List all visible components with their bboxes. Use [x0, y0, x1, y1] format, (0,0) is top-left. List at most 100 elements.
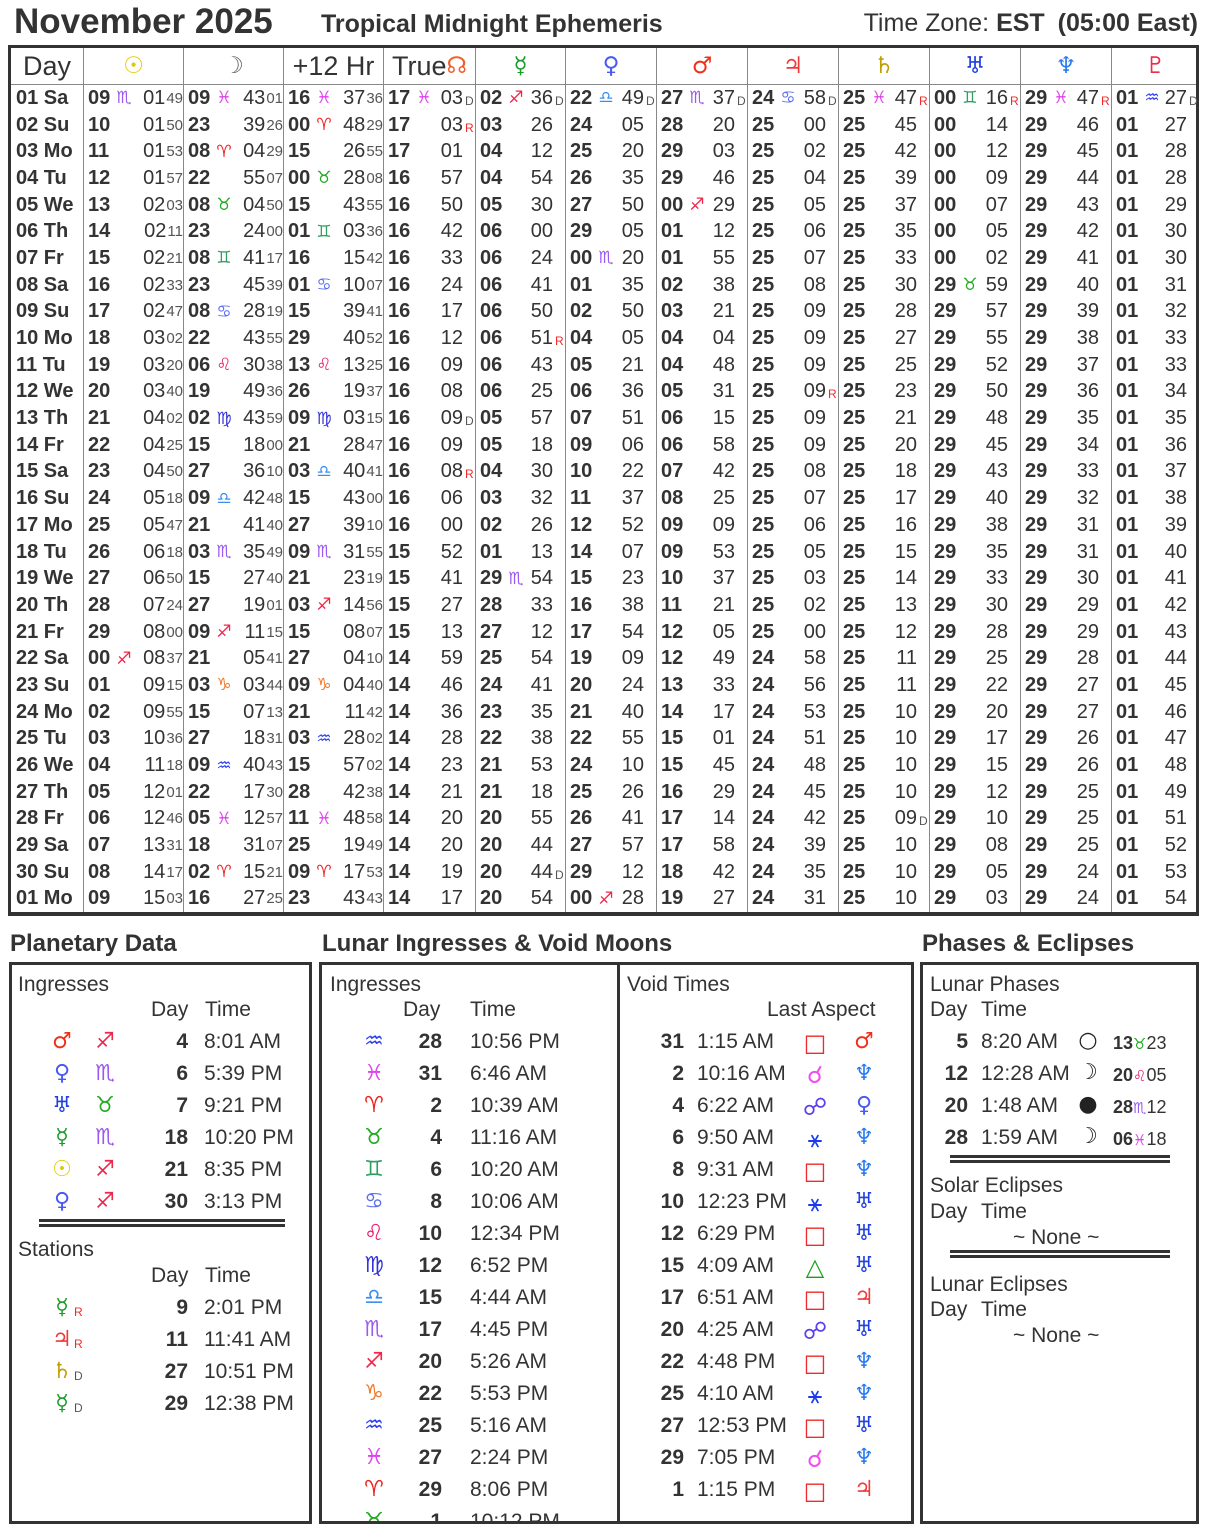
minutes: 18: [530, 780, 553, 803]
seconds: 29: [266, 143, 283, 161]
sign-icon: ♋︎: [316, 275, 332, 296]
minutes: 03: [985, 887, 1008, 910]
position-cell: 15 57 02: [283, 752, 383, 779]
minutes: 44: [1164, 647, 1187, 670]
degrees: 27: [570, 834, 593, 857]
position-cell: 29 12: [929, 778, 1020, 806]
lunar-eclipses-none: ~ None ~: [1013, 1324, 1100, 1347]
degrees: 29: [480, 567, 503, 590]
lunar-ingress-time: 5:16 AM: [470, 1414, 548, 1437]
seconds: 37: [366, 383, 383, 401]
degrees: 21: [88, 407, 111, 430]
position-cell: 25 09: [747, 325, 838, 352]
conjunction-icon: ☌︎: [806, 1445, 824, 1473]
position-cell: 29 25: [1020, 805, 1111, 833]
minutes: 24: [1076, 887, 1099, 910]
phase-day: 20: [944, 1094, 968, 1117]
minutes: 45: [803, 780, 826, 803]
minutes: 22: [985, 673, 1008, 696]
flag: [644, 229, 656, 234]
minutes: 57: [530, 407, 553, 430]
flag: [463, 870, 475, 875]
position-cell: 23 24 00: [183, 218, 283, 246]
direct-flag: D: [74, 1369, 83, 1383]
flag: [1008, 683, 1020, 688]
degrees: 07: [661, 460, 684, 483]
column-header: ♆︎: [1020, 48, 1111, 84]
minutes: 11: [244, 620, 266, 643]
minutes: 10: [143, 727, 166, 750]
void-row: 25 4:10 AM ⚹︎ ♆︎: [620, 1381, 910, 1414]
seconds: 21: [166, 249, 183, 267]
minutes: 12: [143, 807, 166, 830]
lunar-ingress-time: 2:24 PM: [470, 1446, 549, 1469]
phases-panel: Lunar Phases Day Time Solar Eclipses Day…: [920, 962, 1199, 1524]
column-header: ♂︎: [656, 48, 747, 84]
degrees: 29: [1025, 700, 1048, 723]
void-row: 15 4:09 AM △︎ ♅︎: [620, 1253, 910, 1286]
position-cell: 24 42: [747, 805, 838, 833]
lunar-ingress-day: 17: [418, 1318, 442, 1341]
position-cell: 23 45 39: [183, 271, 283, 299]
minutes: 40: [343, 460, 366, 483]
time-zone-label: Time Zone:: [863, 9, 990, 37]
day-cell: 07 Fr: [16, 246, 64, 269]
position-cell: 22 17 30: [183, 778, 283, 806]
flag: [735, 710, 747, 715]
minutes: 32: [1076, 487, 1099, 510]
minutes: 12: [1146, 1097, 1167, 1117]
void-day: 15: [660, 1254, 684, 1277]
table-row: 20 Th 28 07 24 27 19 01 03 ♐︎ 14 56 15 27 28 33 16 38 11 2…: [11, 592, 1196, 619]
flag: [826, 416, 838, 421]
degrees: 16: [388, 166, 411, 189]
void-row: 29 7:05 PM ☌︎ ♆︎: [620, 1445, 910, 1478]
minutes: 04: [712, 327, 735, 350]
seconds: 31: [166, 837, 183, 855]
flag: [735, 389, 747, 394]
minutes: 35: [621, 166, 644, 189]
sign-icon: ♐︎: [95, 1029, 115, 1054]
minutes: 28: [985, 620, 1008, 643]
degrees: 20: [480, 860, 503, 883]
position-cell: 25 09 R: [747, 378, 838, 406]
flag: [1187, 550, 1199, 555]
flag: [463, 710, 475, 715]
sign-icon: ♒︎: [364, 1413, 384, 1438]
degrees: 29: [1025, 246, 1048, 269]
minutes: 39: [803, 834, 826, 857]
minutes: 25: [530, 380, 553, 403]
degrees: 00: [570, 887, 593, 910]
lunar-ingress-time: 5:53 PM: [470, 1382, 549, 1405]
position-cell: 29 41: [1020, 245, 1111, 272]
position-cell: 21 11 42: [283, 698, 383, 726]
degrees: 28: [88, 593, 111, 616]
minutes: 25: [1076, 780, 1099, 803]
position-cell: 25 00: [747, 618, 838, 646]
degrees: 08: [88, 860, 111, 883]
square-icon: □︎: [803, 1221, 827, 1249]
degrees: 29: [1025, 433, 1048, 456]
degrees: 29: [1025, 327, 1048, 350]
position-cell: 07 42: [656, 458, 747, 486]
degrees: 29: [1025, 754, 1048, 777]
opposition-icon: ☍︎: [802, 1093, 828, 1121]
minutes: 16: [985, 86, 1008, 109]
lunar-phase-row: 28 1:59 AM ☽︎ 06♓︎18: [923, 1124, 1196, 1158]
minutes: 42: [1076, 220, 1099, 243]
degrees: 16: [661, 780, 684, 803]
seconds: 17: [166, 863, 183, 881]
position-cell: 29 27: [1020, 672, 1111, 699]
degrees: 25: [843, 620, 866, 643]
position-cell: 16 50: [383, 191, 475, 219]
flag: [1187, 389, 1199, 394]
flag: [826, 870, 838, 875]
degrees: 29: [1025, 113, 1048, 136]
degrees: 11: [570, 487, 592, 510]
minutes: 08: [985, 834, 1008, 857]
position-cell: 20 44 D: [475, 858, 565, 886]
flag: [553, 816, 565, 821]
degrees: 24: [752, 673, 775, 696]
void-times-label: Void Times: [627, 973, 730, 996]
flag: [553, 603, 565, 608]
neptune-icon: ♆︎: [1055, 53, 1077, 79]
